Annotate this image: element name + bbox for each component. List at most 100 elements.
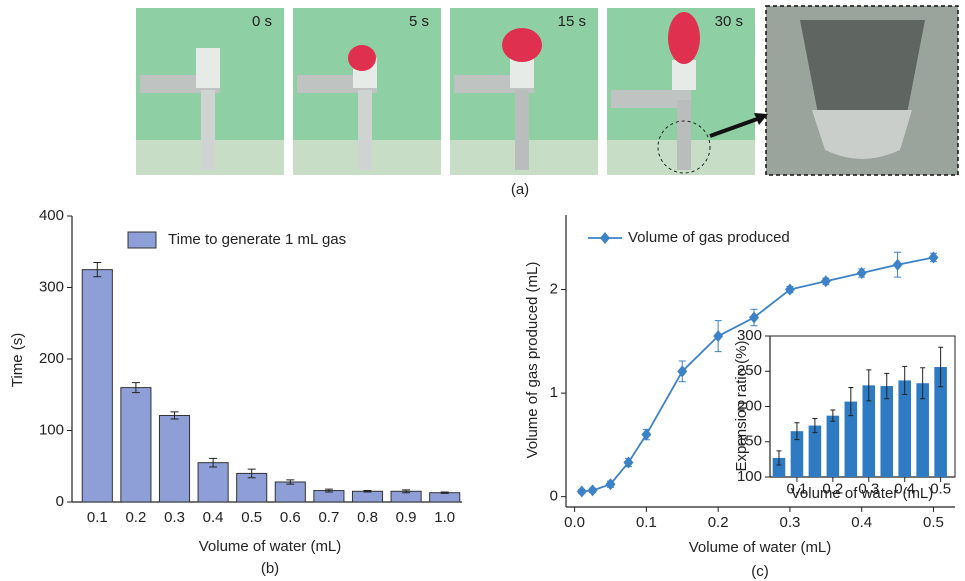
y-tick-label: 2 [550, 281, 558, 298]
marker [587, 484, 598, 497]
error-bar [247, 468, 256, 479]
marker [820, 275, 831, 288]
time-label: 5 s [409, 13, 429, 30]
y-tick-label: 200 [39, 350, 64, 367]
error-bar [812, 417, 818, 434]
y-tick-label: 400 [39, 207, 64, 224]
x-tick-label: 0.5 [930, 480, 951, 497]
chart: 100 150 200 250 300 0.1 0.2 0.3 0.4 0.5 Expansion … [733, 327, 956, 502]
x-tick-label: 0.5 [241, 509, 262, 526]
error-bar [848, 386, 854, 417]
marker [749, 311, 760, 324]
photo-strip: 0 s 5 s 15 s 30 s [136, 5, 959, 198]
time-label: 0 s [252, 13, 272, 30]
bar [862, 385, 876, 477]
y-tick-label: 300 [39, 278, 64, 295]
y-tick-label: 150 [737, 433, 762, 450]
legend-marker [600, 232, 610, 244]
y-tick-label: 0 [56, 493, 64, 510]
marker [784, 283, 795, 296]
legend-swatch [127, 231, 157, 249]
photo: 0 s [136, 8, 284, 175]
time-label: 30 s [715, 13, 743, 30]
marker [605, 478, 616, 491]
chart: 0 1 2 0.0 0.1 0.2 0.3 0.4 0.5 Volume of gas produ… [524, 215, 955, 580]
caption: (b) [261, 560, 279, 577]
y-tick-label: 200 [737, 397, 762, 414]
error-bar [938, 346, 944, 388]
marker [677, 365, 688, 378]
y-tick-label: 1 [550, 384, 558, 401]
bar [197, 462, 229, 503]
photo: 30 s [607, 8, 755, 175]
bar [790, 431, 804, 477]
x-tick-label: 0.7 [318, 509, 339, 526]
error-bar [363, 490, 372, 493]
arrow [709, 116, 761, 138]
error-bar [776, 450, 782, 466]
error-bar [209, 457, 218, 468]
x-tick-label: 0.9 [396, 509, 417, 526]
marker [576, 485, 587, 498]
x-tick-label: 0.4 [851, 514, 872, 531]
x-tick-label: 0.2 [822, 480, 843, 497]
x-tick-label: 0.1 [636, 514, 657, 531]
legend-label: Volume of gas produced [628, 229, 790, 246]
error-bar [902, 365, 908, 396]
x-tick-label: 0.0 [564, 514, 585, 531]
photo: 5 s [293, 8, 441, 175]
bar [81, 269, 113, 503]
error-bar [866, 369, 872, 402]
x-tick-label: 0.1 [787, 480, 808, 497]
bar [120, 387, 152, 503]
error-bar [286, 479, 295, 485]
caption: (a) [511, 181, 529, 198]
x-tick-label: 0.3 [779, 514, 800, 531]
bar [158, 414, 191, 503]
marker [892, 258, 903, 271]
error-bar [402, 489, 411, 494]
x-axis-label: Volume of water (mL) [791, 485, 934, 502]
x-tick-label: 0.2 [125, 509, 146, 526]
x-tick-label: 0.1 [87, 509, 108, 526]
marker [856, 266, 867, 279]
y-axis-label: Volume of gas produced (mL) [524, 262, 541, 459]
marker [641, 428, 652, 441]
time-label: 15 s [558, 13, 586, 30]
chart: 0 100 200 300 400 0.1 0.2 0.3 0.4 0.5 0.6 0.7 0.8 0.9… [9, 207, 462, 577]
bar [898, 380, 911, 477]
x-tick-label: 0.8 [357, 509, 378, 526]
bar [934, 367, 947, 477]
x-tick-label: 0.2 [708, 514, 729, 531]
error-bar [131, 382, 140, 394]
error-bar [440, 491, 449, 494]
caption: (c) [751, 563, 769, 580]
x-tick-label: 0.3 [858, 480, 879, 497]
marker [713, 330, 724, 343]
bar [351, 490, 384, 503]
error-bar [170, 411, 179, 420]
y-tick-label: 100 [737, 468, 762, 485]
legend-label: Time to generate 1 mL gas [168, 231, 346, 248]
x-tick-label: 0.3 [164, 509, 185, 526]
y-tick-label: 100 [39, 421, 64, 438]
error-bar [93, 261, 102, 278]
x-tick-label: 0.4 [203, 509, 224, 526]
x-tick-label: 0.5 [923, 514, 944, 531]
error-bar [794, 422, 800, 441]
y-axis-label: Time (s) [9, 333, 26, 387]
y-tick-label: 300 [737, 327, 762, 344]
bar [808, 425, 822, 477]
y-tick-label: 250 [737, 362, 762, 379]
x-tick-label: 1.0 [434, 509, 455, 526]
error-bar [324, 488, 333, 493]
x-tick-label: 0.4 [894, 480, 915, 497]
error-bar [830, 409, 836, 422]
marker [928, 251, 939, 264]
bar [772, 457, 786, 477]
bar [826, 415, 840, 477]
bar [429, 492, 461, 503]
y-tick-label: 0 [550, 488, 558, 505]
error-bar [920, 367, 926, 400]
